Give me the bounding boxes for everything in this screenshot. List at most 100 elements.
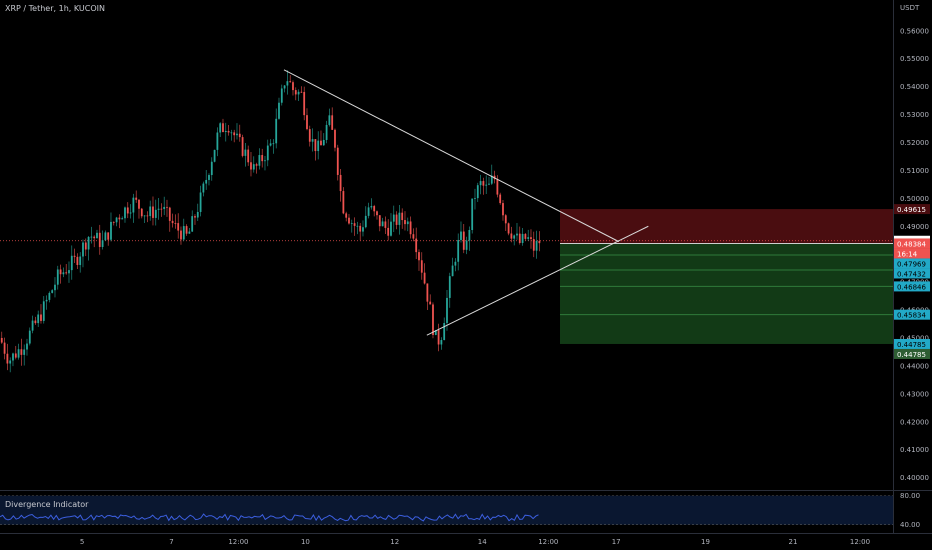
- candle-body: [230, 132, 233, 134]
- candle-body: [258, 155, 261, 166]
- candle-body: [62, 272, 65, 275]
- price-badge-label: 0.45834: [897, 312, 926, 320]
- candle-body: [37, 314, 40, 324]
- resistance-trendline: [283, 69, 620, 243]
- candle-body: [317, 140, 320, 152]
- price-badge-label: 0.44785: [897, 351, 926, 359]
- candle-body: [208, 175, 210, 180]
- candle-body: [364, 215, 367, 228]
- candle-body: [420, 260, 423, 273]
- candle-body: [510, 233, 513, 239]
- candle-body: [292, 82, 294, 91]
- candle-body: [516, 233, 518, 236]
- candle-body: [177, 223, 180, 231]
- candle-body: [378, 215, 381, 227]
- candle-body: [210, 161, 213, 176]
- candle-body: [331, 115, 334, 130]
- candle-body: [488, 183, 490, 185]
- time-axis: 5 7 12:00 10 12 14 12:00 17 19 21 12:00: [80, 538, 870, 546]
- candle-body: [350, 223, 353, 224]
- candle-body: [359, 225, 362, 232]
- candle-body: [320, 140, 322, 146]
- candle-body: [264, 160, 266, 162]
- candle-body: [303, 92, 306, 116]
- candle-body: [205, 179, 208, 184]
- candle-body: [460, 231, 462, 240]
- candle-body: [381, 221, 384, 227]
- price-badge-label: 16:14: [897, 250, 918, 258]
- candle-body: [356, 225, 359, 227]
- candle-body: [90, 236, 93, 238]
- candle-body: [362, 227, 364, 232]
- candle-body: [426, 283, 429, 302]
- candle-body: [213, 149, 216, 162]
- candle-body: [40, 314, 42, 321]
- candle-body: [59, 269, 62, 275]
- candle-body: [180, 230, 182, 240]
- candle-body: [216, 132, 219, 150]
- candle-body: [188, 231, 191, 234]
- candle-body: [451, 265, 454, 277]
- candle-body: [182, 226, 185, 240]
- price-badge-target: [894, 258, 930, 269]
- position-zones: [560, 209, 893, 344]
- candle-body: [418, 252, 420, 261]
- candle-body: [107, 232, 110, 240]
- candle-body: [79, 256, 82, 265]
- price-tick-label: 0.51000: [900, 167, 929, 175]
- candle-body: [269, 143, 272, 146]
- price-tick-label: 0.41000: [900, 446, 929, 454]
- candle-body: [129, 212, 132, 214]
- price-tick-label: 0.45000: [900, 334, 929, 342]
- candle-body: [406, 221, 409, 225]
- candle-body: [518, 233, 521, 243]
- candle-body: [535, 240, 538, 251]
- candle-body: [14, 353, 17, 358]
- price-badge-label: 0.47969: [897, 260, 926, 268]
- indicator-level-label: 40.00: [900, 521, 920, 529]
- candle-body: [174, 223, 177, 224]
- candle-body: [507, 223, 510, 234]
- candle-body: [423, 272, 426, 284]
- candle-body: [401, 212, 404, 221]
- price-axis: 0.56000 0.55000 0.54000 0.53000 0.52000 0.510…: [900, 27, 929, 482]
- candle-body: [185, 226, 188, 234]
- candle-body: [387, 227, 390, 236]
- candle-body: [160, 208, 163, 210]
- price-tick-label: 0.42000: [900, 418, 929, 426]
- indicator-title: Divergence Indicator: [5, 500, 89, 509]
- candle-body: [252, 164, 255, 170]
- divergence-indicator-pane: 80.00 40.00: [0, 492, 920, 529]
- candle-body: [104, 232, 107, 241]
- candle-body: [390, 221, 392, 236]
- candle-body: [241, 137, 244, 156]
- candle-body: [454, 261, 457, 266]
- candle-body: [163, 206, 166, 210]
- candle-body: [437, 330, 440, 345]
- candle-body: [376, 211, 378, 216]
- price-tick-label: 0.53000: [900, 111, 929, 119]
- time-tick-label: 14: [478, 538, 487, 546]
- candle-body: [238, 133, 241, 138]
- candle-body: [468, 229, 471, 241]
- candle-body: [490, 175, 493, 184]
- candle-body: [124, 207, 126, 219]
- candle-body: [227, 130, 230, 133]
- chart-grid: [0, 0, 932, 534]
- price-badge-label: 0.44785: [897, 341, 926, 349]
- candle-body: [392, 214, 395, 222]
- currency-label: USDT: [900, 4, 920, 12]
- candle-body: [26, 343, 28, 350]
- candle-body: [415, 238, 418, 253]
- price-badge-target: [894, 281, 930, 292]
- candle-body: [247, 149, 250, 163]
- price-tick-label: 0.44000: [900, 362, 929, 370]
- candle-body: [474, 198, 476, 199]
- time-tick-label: 19: [701, 538, 710, 546]
- candle-body: [118, 217, 121, 220]
- candle-body: [224, 130, 227, 132]
- price-badge-target: [894, 338, 930, 349]
- candle-body: [462, 231, 465, 250]
- candle-body: [289, 81, 292, 83]
